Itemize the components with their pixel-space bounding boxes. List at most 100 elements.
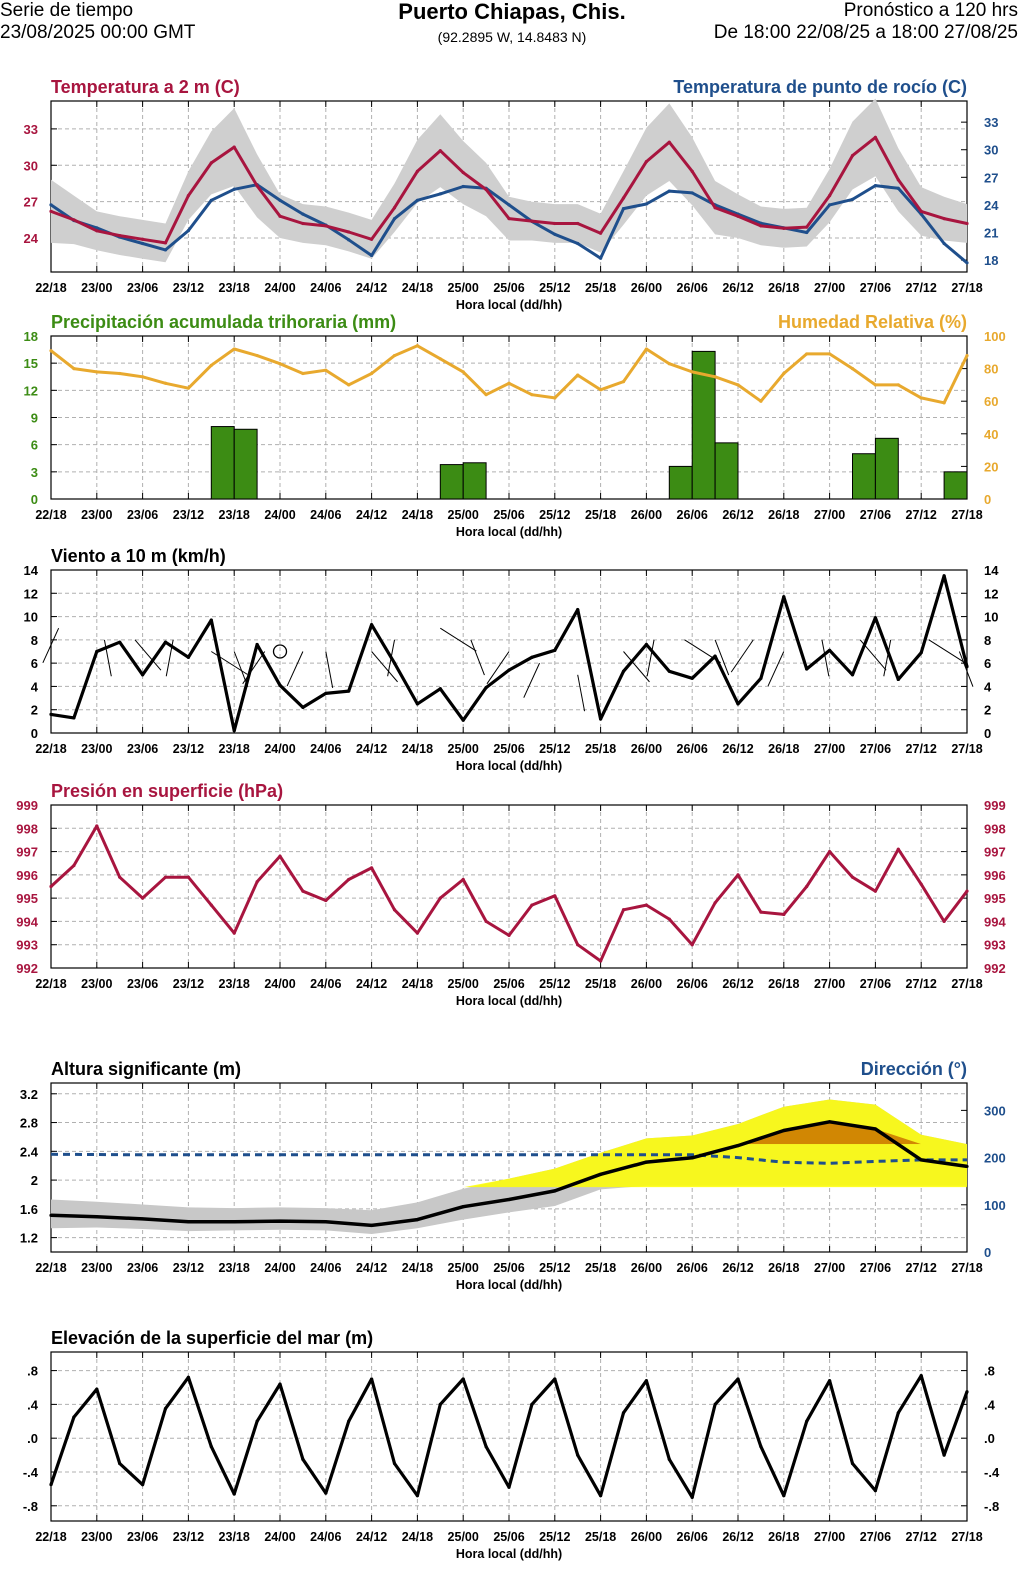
wind-speed-point [873, 616, 878, 620]
y-tick-label-left: 2 [31, 1173, 38, 1188]
x-tick-label: 24/06 [310, 977, 341, 991]
pressure-point [415, 931, 419, 935]
panel-title-left: Precipitación acumulada trihoraria (mm) [51, 312, 396, 332]
y-tick-label-right: 0 [984, 726, 991, 741]
precip-bar [943, 471, 968, 500]
pressure-point [347, 877, 351, 882]
wind-barb [486, 651, 510, 685]
x-tick-label: 23/18 [219, 1530, 250, 1544]
wind-speed-point [370, 623, 374, 627]
wind-speed-point [141, 673, 145, 677]
wind-speed-point [530, 655, 534, 659]
x-tick-label: 24/06 [310, 281, 341, 295]
y-tick-label-left: 0 [31, 492, 38, 507]
wave-height-point [507, 1197, 511, 1202]
header-left: Serie de tiempo 23/08/2025 00:00 GMT [0, 0, 195, 44]
x-tick-label: 24/00 [264, 508, 295, 522]
wind-speed-point [186, 655, 190, 659]
pressure-point [49, 884, 53, 889]
x-tick-label: 24/00 [264, 742, 295, 756]
wave-height-point [324, 1220, 328, 1224]
y-tick-label-left: 3 [31, 465, 38, 480]
y-tick-label-left: 2.4 [20, 1144, 39, 1159]
dewpoint-point [805, 230, 809, 235]
temperature-point [667, 140, 671, 144]
y-tick-label-left: 995 [16, 891, 38, 906]
y-tick-label-left: 2 [31, 703, 38, 718]
pressure-point [392, 908, 397, 912]
panel-title-left: Altura significante (m) [51, 1059, 241, 1079]
humidity-point [209, 363, 213, 367]
sea-level-point [690, 1495, 694, 1499]
wind-barb [730, 639, 754, 673]
y-tick-label-left: 993 [16, 938, 38, 953]
wind-speed-point [690, 676, 694, 680]
y-tick-label-left: 15 [24, 356, 38, 371]
humidity-point [850, 367, 855, 371]
y-tick-label-left: 992 [16, 961, 38, 976]
y-tick-label-left: 12 [24, 586, 38, 601]
y-tick-label-right: 10 [984, 610, 998, 625]
x-tick-label: 23/00 [81, 1530, 112, 1544]
x-tick-label: 27/06 [860, 1530, 891, 1544]
location-coords: (92.2895 W, 14.8483 N) [437, 29, 587, 45]
dewpoint-point [49, 203, 53, 207]
x-tick-label: 27/00 [814, 1530, 845, 1544]
temperature-point [599, 231, 603, 235]
y-tick-label-left: 3.2 [20, 1087, 38, 1102]
x-tick-label: 26/00 [631, 1261, 662, 1275]
wind-barb [623, 651, 650, 683]
temperature-point [461, 170, 465, 175]
y-tick-label-right: 998 [984, 821, 1006, 836]
dewpoint-point [599, 256, 603, 260]
pressure-point [186, 875, 190, 879]
sea-level-point [118, 1461, 122, 1466]
sea-level-point [141, 1483, 145, 1487]
dewpoint-point [507, 203, 511, 207]
humidity-point [95, 370, 99, 374]
wave-height-point [278, 1219, 282, 1223]
y-tick-label-left: .4 [27, 1397, 39, 1412]
humidity-point [415, 344, 419, 348]
x-tick-label: 24/12 [356, 742, 387, 756]
y-tick-label-right: 100 [984, 1198, 1006, 1213]
sea-level-point [163, 1407, 168, 1411]
y-tick-label-left: 998 [16, 821, 38, 836]
x-tick-label: 25/18 [585, 508, 616, 522]
sea-level-point [95, 1387, 99, 1391]
x-tick-label: 23/06 [127, 742, 158, 756]
dewpoint-point [186, 229, 190, 233]
wind-speed-point [278, 683, 282, 687]
sea-level-point [736, 1377, 740, 1381]
y-tick-label-right: 100 [984, 329, 1006, 344]
y-tick-label-left: 24 [24, 231, 39, 246]
humidity-point [530, 393, 534, 397]
x-tick-label: 26/06 [677, 977, 708, 991]
y-tick-label-left: -.4 [23, 1465, 39, 1480]
humidity-point [690, 370, 694, 374]
y-tick-label-right: 40 [984, 427, 998, 442]
humidity-point [736, 383, 740, 387]
y-tick-label-left: 27 [24, 195, 38, 210]
x-tick-label: 23/00 [81, 508, 112, 522]
humidity-point [324, 368, 328, 372]
x-tick-label: 25/06 [493, 742, 524, 756]
x-tick-label: 26/00 [631, 742, 662, 756]
dewpoint-point [942, 241, 946, 246]
wind-speed-point [942, 574, 946, 578]
humidity-point [599, 388, 603, 392]
humidity-point [667, 362, 671, 366]
wind-barb [958, 651, 974, 687]
y-tick-label-left: 33 [24, 122, 38, 137]
y-tick-label-right: 993 [984, 938, 1006, 953]
wind-speed-point [553, 648, 557, 652]
y-tick-label-left: 1.2 [20, 1231, 38, 1246]
dewpoint-point [163, 248, 168, 252]
sea-level-point [644, 1379, 649, 1383]
temperature-panel: 22/18 23/00 23/06 23/12 23/18 24/00 24/06 24/12… [24, 77, 1000, 312]
dewpoint-point [392, 217, 397, 221]
wind-speed-point [118, 640, 122, 644]
wind-barb [134, 639, 162, 671]
x-tick-label: 25/00 [448, 281, 479, 295]
x-tick-label: 26/12 [722, 281, 753, 295]
